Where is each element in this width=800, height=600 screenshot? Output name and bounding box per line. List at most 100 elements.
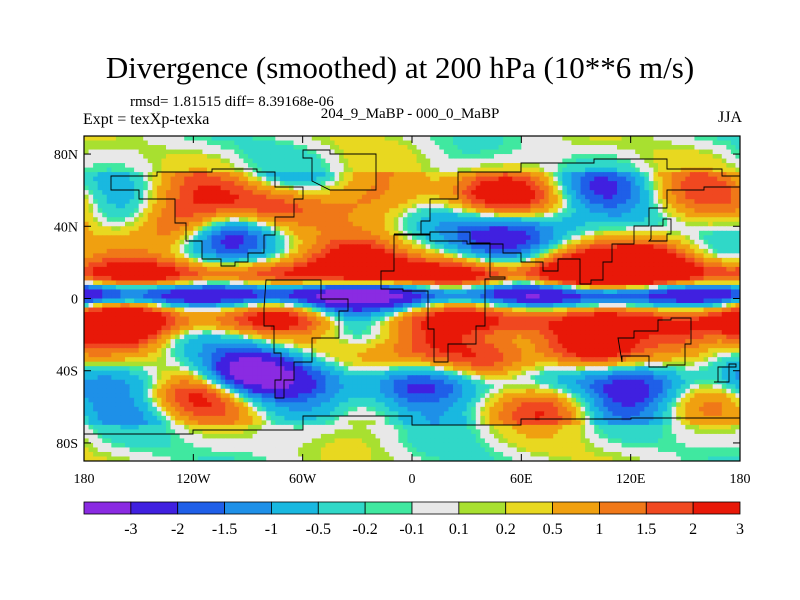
field-cell (357, 244, 363, 250)
field-cell (594, 239, 600, 245)
field-cell (298, 199, 304, 205)
field-cell (357, 266, 363, 273)
field-cell (316, 154, 322, 160)
field-cell (330, 275, 336, 282)
field-cell (284, 235, 290, 241)
field-cell (93, 230, 99, 236)
field-cell (380, 149, 386, 155)
field-cell (298, 262, 304, 268)
field-cell (453, 167, 459, 173)
field-cell (97, 280, 103, 286)
field-cell (393, 136, 399, 142)
field-cell (179, 226, 185, 232)
field-cell (480, 190, 486, 196)
field-cell (443, 289, 450, 295)
field-cell (653, 158, 659, 164)
field-cell (658, 230, 664, 236)
field-cell (193, 253, 199, 259)
field-cell (576, 253, 582, 259)
field-cell (412, 154, 418, 160)
field-cell (238, 257, 245, 263)
field-cell (93, 239, 99, 245)
field-cell (544, 176, 550, 182)
field-cell (421, 154, 427, 160)
field-cell (621, 248, 627, 254)
field-cell (699, 248, 705, 254)
field-cell (635, 163, 641, 169)
field-cell (607, 266, 614, 273)
field-cell (717, 136, 723, 142)
field-cell (371, 262, 377, 268)
field-cell (735, 140, 740, 146)
field-cell (84, 167, 90, 173)
field-cell (680, 253, 686, 259)
field-cell (184, 248, 190, 254)
field-cell (147, 154, 153, 160)
field-cell (97, 158, 103, 164)
field-cell (339, 235, 345, 241)
field-cell (494, 271, 500, 277)
field-cell (544, 230, 550, 236)
field-cell (712, 190, 718, 196)
field-cell (334, 275, 340, 282)
field-cell (703, 212, 709, 218)
field-cell (498, 253, 504, 259)
field-cell (398, 163, 404, 169)
field-cell (188, 248, 194, 254)
field-cell (530, 212, 536, 218)
field-cell (566, 149, 573, 155)
field-cell (699, 208, 705, 214)
field-cell (503, 172, 509, 178)
field-cell (535, 140, 541, 146)
field-cell (248, 172, 254, 178)
field-cell (243, 262, 249, 268)
field-cell (348, 172, 354, 178)
field-cell (489, 140, 495, 146)
field-cell (311, 221, 317, 227)
field-cell (512, 199, 518, 205)
field-cell (202, 221, 208, 227)
field-cell (179, 158, 185, 164)
field-cell (571, 136, 577, 142)
field-cell (311, 257, 317, 263)
field-cell (398, 217, 404, 223)
field-cell (566, 217, 573, 223)
field-cell (585, 262, 591, 268)
field-cell (416, 163, 422, 169)
field-cell (102, 262, 108, 268)
field-cell (630, 271, 636, 277)
field-cell (639, 158, 645, 164)
field-cell (143, 136, 149, 142)
field-cell (197, 239, 204, 245)
field-cell (580, 158, 586, 164)
field-cell (494, 149, 500, 155)
field-cell (120, 163, 126, 169)
field-cell (380, 266, 386, 273)
field-cell (316, 185, 322, 191)
field-cell (289, 145, 295, 151)
field-cell (330, 248, 336, 254)
field-cell (156, 194, 163, 200)
field-cell (503, 158, 509, 164)
field-cell (475, 194, 481, 200)
field-cell (389, 271, 395, 277)
field-cell (612, 217, 618, 223)
field-cell (402, 190, 409, 196)
field-cell (443, 185, 450, 191)
field-cell (170, 190, 176, 196)
field-cell (548, 226, 554, 232)
field-cell (202, 284, 208, 291)
field-cell (653, 248, 659, 254)
field-cell (88, 230, 94, 236)
field-cell (115, 284, 122, 291)
field-cell (316, 275, 322, 282)
field-cell (585, 217, 591, 223)
field-cell (343, 275, 349, 282)
field-cell (298, 163, 304, 169)
field-cell (120, 244, 126, 250)
field-cell (566, 235, 573, 241)
field-cell (334, 185, 340, 191)
field-cell (580, 248, 586, 254)
field-cell (311, 239, 317, 245)
field-cell (648, 163, 655, 169)
